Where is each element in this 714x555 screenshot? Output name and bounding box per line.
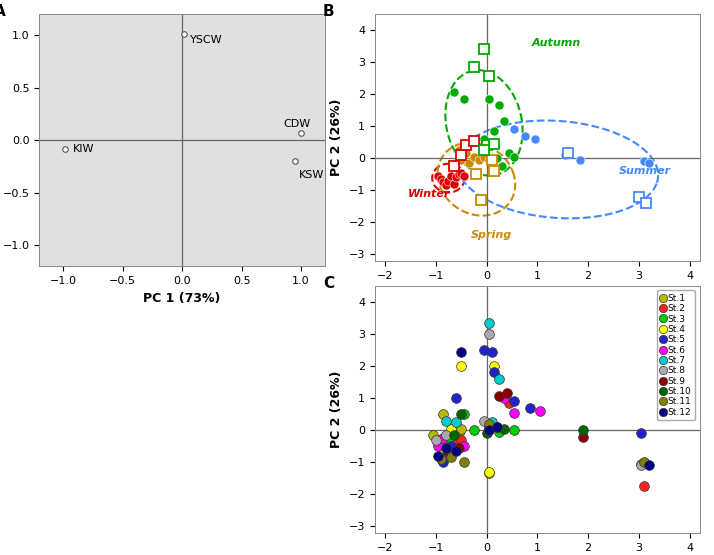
- Text: CDW: CDW: [283, 119, 311, 129]
- Text: C: C: [323, 276, 334, 291]
- Legend: St.1, St.2, St.3, St.4, St.5, St.6, St.7, St.8, St.9, St.10, St.11, St.12: St.1, St.2, St.3, St.4, St.5, St.6, St.7…: [657, 290, 695, 421]
- Text: KIW: KIW: [73, 144, 94, 154]
- Text: YSCW: YSCW: [191, 35, 223, 45]
- Text: Winter: Winter: [408, 189, 451, 199]
- Text: Spring: Spring: [471, 230, 513, 240]
- X-axis label: PC 1 (73%): PC 1 (73%): [144, 292, 221, 305]
- Text: Autumn: Autumn: [532, 38, 581, 48]
- Y-axis label: PC 2 (26%): PC 2 (26%): [330, 99, 343, 176]
- X-axis label: PC 1 (73%): PC 1 (73%): [498, 286, 576, 299]
- Text: B: B: [323, 4, 334, 19]
- Text: Summer: Summer: [618, 166, 670, 176]
- Y-axis label: PC 2 (26%): PC 2 (26%): [330, 371, 343, 448]
- Text: A: A: [0, 4, 5, 19]
- Text: KSW: KSW: [298, 170, 324, 180]
